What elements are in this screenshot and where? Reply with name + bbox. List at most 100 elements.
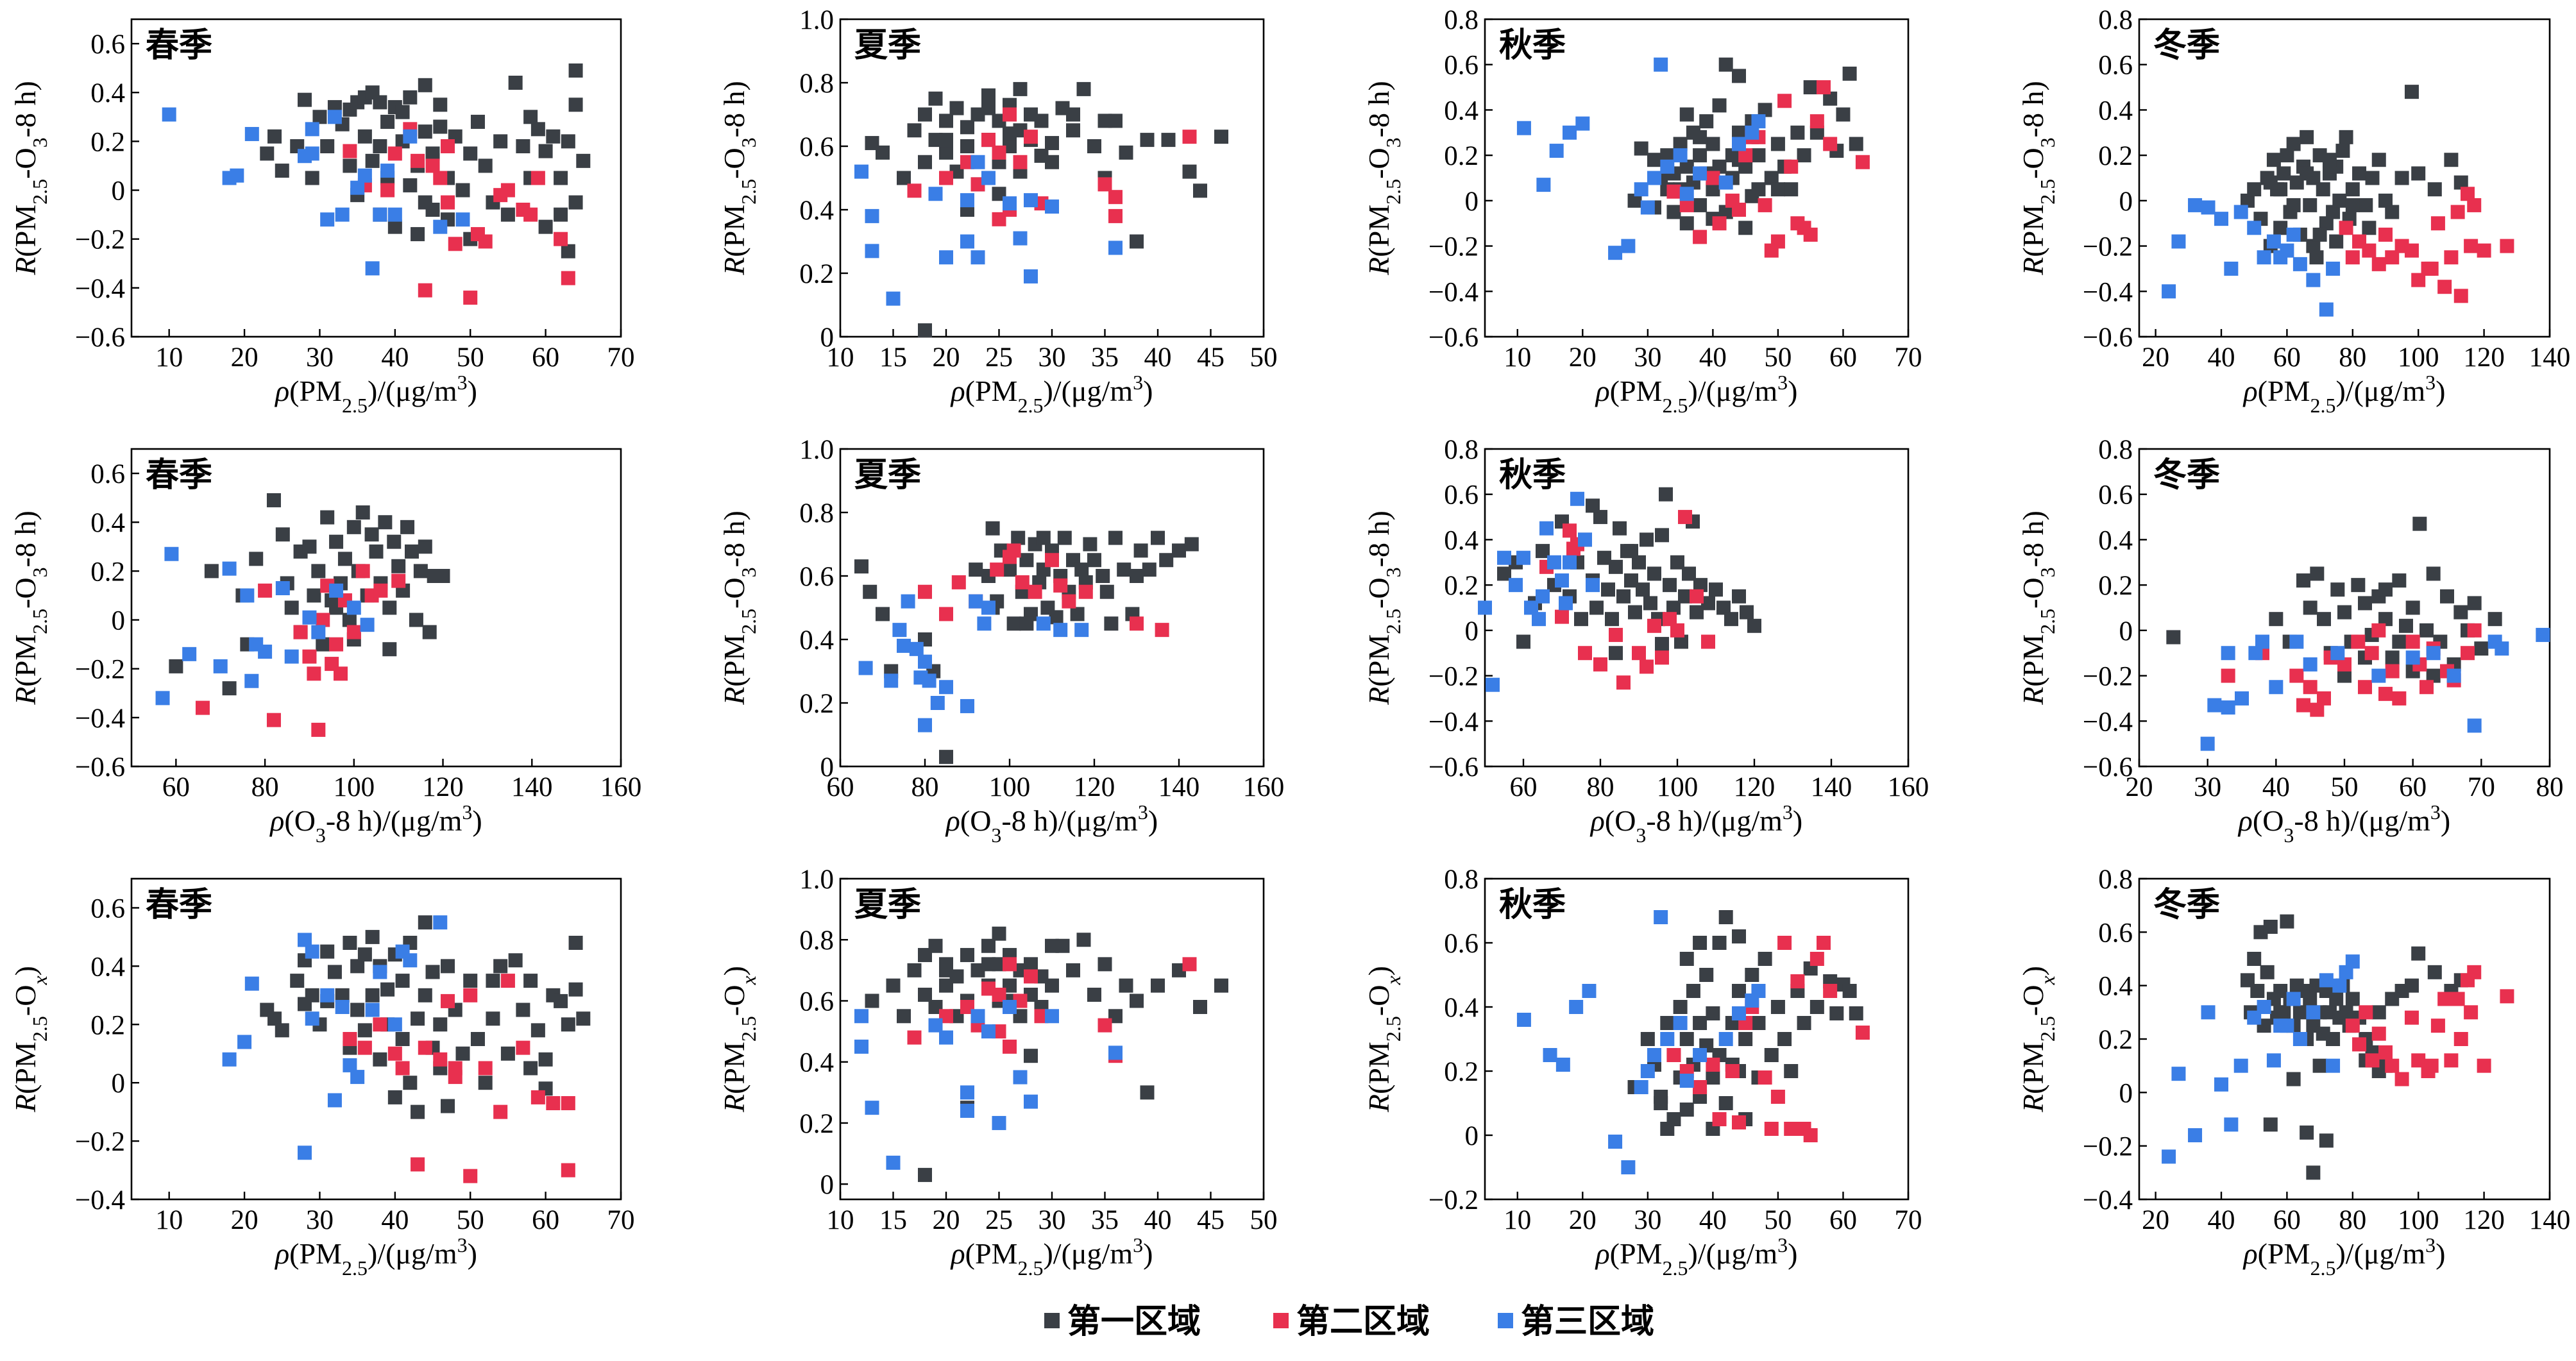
data-point (1690, 605, 1704, 620)
data-point (302, 610, 317, 625)
data-point (907, 963, 922, 977)
chart-panel-p22: 60 80 100 120 140 160 0 0.2 0.4 0.6 0.8 1.0 夏季 ρ(O3-8… (718, 435, 1284, 847)
data-point (1161, 133, 1176, 148)
data-point (290, 974, 305, 988)
x-tick-label: 50 (1764, 1205, 1792, 1235)
data-point (387, 1090, 402, 1104)
data-point (2188, 198, 2203, 212)
data-point (2310, 702, 2325, 717)
y-tick-label: 0 (2119, 187, 2133, 217)
panel-title: 冬季 (2153, 26, 2220, 65)
data-point (530, 1023, 545, 1038)
x-tick-label: 20 (933, 1205, 960, 1235)
data-point (463, 974, 478, 988)
data-point (2412, 516, 2427, 531)
y-tick-label: 0 (1465, 616, 1479, 647)
data-point (2266, 234, 2281, 249)
data-point (1605, 612, 1619, 627)
data-point (222, 1052, 237, 1067)
x-tick-label: 60 (2273, 1205, 2301, 1235)
y-tick-label: −0.4 (2083, 707, 2133, 737)
data-point (493, 959, 508, 974)
x-tick-label: 80 (2339, 342, 2366, 373)
data-point (2464, 1005, 2479, 1020)
data-point (342, 613, 357, 627)
data-point (981, 1024, 996, 1039)
y-tick-label: 0.2 (799, 689, 834, 719)
data-point (2440, 589, 2454, 604)
y-axis-label: R(PM2.5-O3-8 h) (2017, 511, 2059, 706)
data-point (1096, 569, 1110, 583)
x-tick-label: 60 (532, 1205, 559, 1235)
y-tick-label: −0.2 (1428, 662, 1479, 692)
data-point (1013, 1070, 1028, 1085)
data-point (1036, 616, 1051, 631)
x-tick-label: 25 (985, 1205, 1013, 1235)
data-point (2306, 1165, 2321, 1180)
data-point (1654, 910, 1668, 924)
data-point (2300, 1125, 2314, 1140)
data-point (1666, 1048, 1681, 1062)
data-point (1045, 1009, 1059, 1024)
data-point (1803, 1128, 1818, 1142)
data-point (2453, 605, 2468, 620)
y-tick-label: 0 (2119, 616, 2133, 647)
data-point (939, 145, 953, 160)
x-tick-label: 40 (381, 1205, 409, 1235)
data-point (2536, 627, 2550, 642)
data-point (204, 564, 219, 579)
data-point (382, 642, 397, 657)
x-tick-label: 10 (1504, 1205, 1531, 1235)
y-tick-label: 0.4 (90, 78, 125, 108)
data-point (1764, 1122, 1779, 1136)
data-point (1678, 589, 1692, 604)
data-point (441, 993, 455, 1008)
data-point (568, 63, 583, 78)
data-point (365, 153, 380, 168)
data-point (1549, 144, 1564, 158)
y-tick-label: 0 (112, 176, 126, 207)
data-point (404, 544, 419, 559)
data-point (1647, 153, 1661, 167)
data-point (1003, 107, 1017, 122)
data-point (1597, 550, 1611, 565)
data-point (2296, 698, 2310, 713)
data-point (2255, 634, 2269, 649)
y-tick-label: −0.4 (2083, 277, 2133, 307)
x-tick-label: 40 (1699, 342, 1727, 373)
data-point (1019, 553, 1034, 568)
y-tick-label: 0.2 (2098, 571, 2133, 601)
data-point (266, 713, 281, 727)
data-point (508, 953, 523, 968)
data-point (1817, 80, 1831, 95)
data-point (2326, 1032, 2341, 1046)
data-point (169, 659, 183, 673)
data-point (516, 1040, 530, 1055)
data-point (2263, 175, 2278, 190)
y-tick-label: 0.6 (90, 459, 125, 489)
data-point (939, 1030, 953, 1045)
data-point (425, 146, 440, 161)
data-point (418, 988, 432, 1002)
data-point (990, 562, 1004, 577)
data-point (1718, 1032, 1733, 1046)
x-tick-label: 35 (1091, 1205, 1119, 1235)
data-point (1582, 984, 1597, 998)
data-point (1758, 103, 1772, 117)
x-tick-label: 50 (457, 1205, 484, 1235)
x-tick-label: 50 (1250, 342, 1278, 373)
data-point (2392, 573, 2407, 588)
data-point (1097, 177, 1112, 192)
x-tick-label: 60 (827, 772, 854, 802)
data-point (1718, 175, 1733, 190)
data-point (350, 180, 365, 195)
data-point (2337, 668, 2351, 683)
panel-title: 春季 (146, 26, 212, 65)
series-2 (1666, 936, 1870, 1142)
plot-frame (130, 448, 622, 768)
x-tick-label: 25 (985, 342, 1013, 373)
panel-title: 夏季 (854, 26, 921, 65)
data-point (2358, 680, 2372, 695)
data-point (2487, 612, 2502, 627)
data-point (981, 957, 996, 972)
